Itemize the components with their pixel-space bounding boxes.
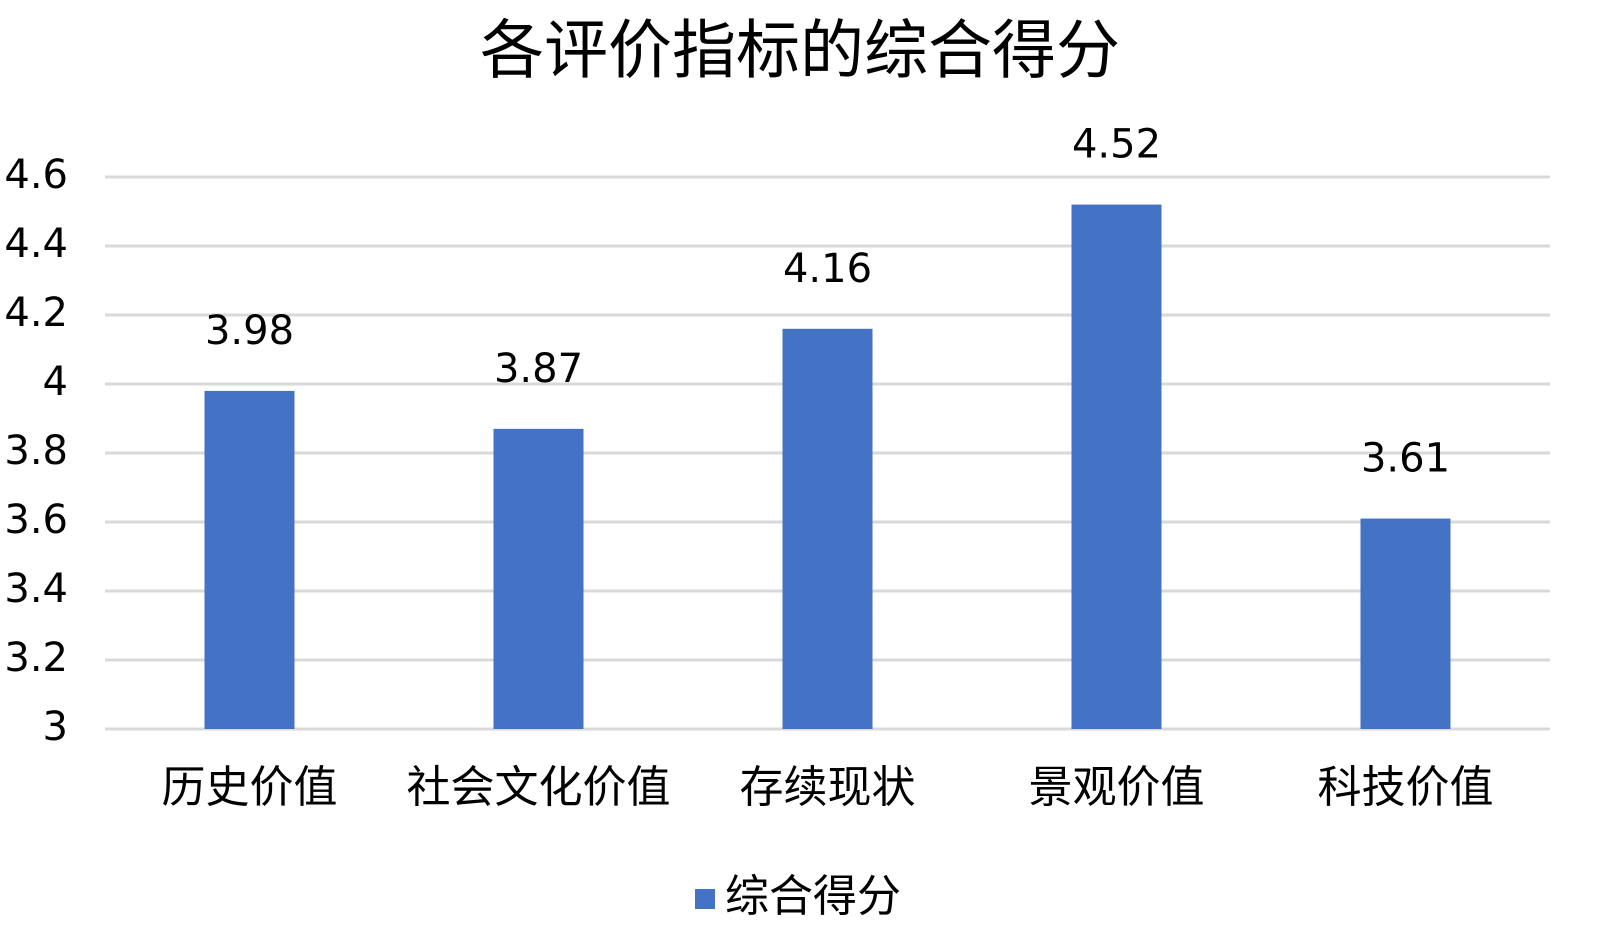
bar [1360, 518, 1451, 729]
legend-label: 综合得分 [725, 871, 901, 922]
x-tick-label: 历史价值 [162, 762, 338, 813]
data-label: 4.16 [783, 246, 872, 292]
data-label: 3.87 [494, 346, 583, 392]
y-tick-label: 3.2 [4, 635, 68, 681]
y-tick-label: 4.2 [4, 290, 68, 336]
data-label: 3.61 [1361, 436, 1450, 482]
y-tick-label: 3.8 [4, 428, 68, 474]
y-tick-label: 4 [43, 359, 68, 405]
data-label: 4.52 [1072, 122, 1161, 168]
y-tick-label: 3.4 [4, 566, 68, 612]
legend-swatch [695, 889, 715, 909]
x-tick-label: 科技价值 [1318, 762, 1494, 813]
chart-title: 各评价指标的综合得分 [480, 15, 1120, 89]
bar [782, 328, 873, 729]
y-tick-label: 3 [43, 704, 68, 750]
x-tick-label: 存续现状 [740, 762, 916, 813]
y-tick-label: 3.6 [4, 497, 68, 543]
y-tick-label: 4.6 [4, 152, 68, 198]
x-tick-label: 景观价值 [1029, 762, 1205, 813]
data-label: 3.98 [205, 308, 294, 354]
bar [1071, 204, 1162, 730]
bar [493, 428, 584, 729]
x-tick-label: 社会文化价值 [407, 762, 671, 813]
y-tick-label: 4.4 [4, 221, 68, 267]
bar [204, 390, 295, 729]
